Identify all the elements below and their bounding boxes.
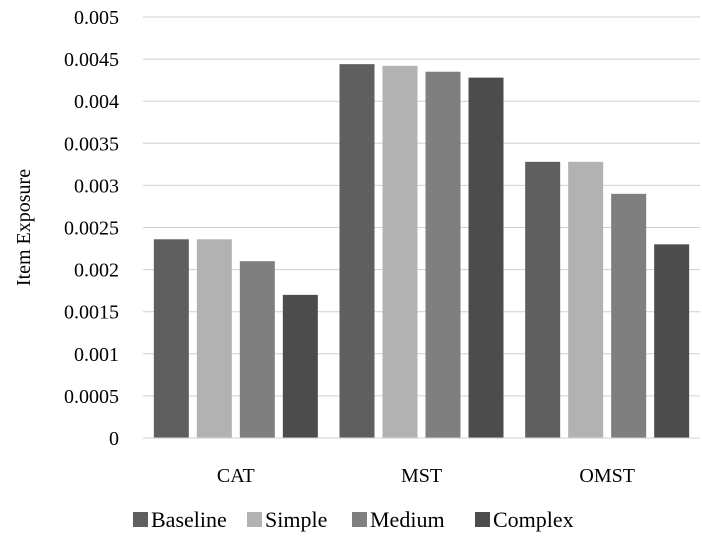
- bar-medium-cat: [239, 261, 275, 438]
- legend-swatch-complex: [475, 512, 490, 527]
- y-axis-label: Item Exposure: [13, 169, 35, 286]
- bar-baseline-omst: [525, 161, 561, 438]
- bar-complex-omst: [654, 244, 690, 438]
- y-tick-label: 0.0045: [64, 49, 119, 71]
- bars: [153, 64, 690, 439]
- bar-medium-mst: [425, 71, 461, 438]
- bar-medium-omst: [611, 193, 647, 438]
- bar-baseline-mst: [339, 64, 375, 438]
- legend-swatch-medium: [352, 512, 367, 527]
- category-label: CAT: [217, 465, 255, 487]
- bar-complex-cat: [282, 294, 318, 438]
- legend-swatch-baseline: [133, 512, 148, 527]
- y-tick-label: 0.003: [74, 175, 119, 197]
- y-tick-labels: 0 0.0005 0.001 0.0015 0.002 0.0025 0.003 0.0035…: [64, 7, 119, 450]
- y-tick-label: 0.005: [74, 7, 119, 29]
- y-tick-label: 0.002: [74, 260, 119, 282]
- category-label: MST: [401, 465, 442, 487]
- legend-label-complex: Complex: [493, 507, 574, 532]
- bar-simple-mst: [382, 65, 418, 438]
- bar-baseline-cat: [153, 239, 189, 438]
- bar-complex-mst: [468, 77, 504, 439]
- legend-label-medium: Medium: [370, 507, 445, 532]
- legend: Baseline Simple Medium Complex: [133, 507, 574, 532]
- category-labels: CAT MST OMST: [217, 465, 635, 487]
- y-tick-label: 0.0005: [64, 386, 119, 408]
- legend-swatch-simple: [247, 512, 262, 527]
- bar-simple-cat: [196, 239, 232, 438]
- bar-simple-omst: [568, 161, 604, 438]
- gridlines: [143, 16, 700, 397]
- y-tick-label: 0.0025: [64, 218, 119, 240]
- y-tick-label: 0.0035: [64, 133, 119, 155]
- y-tick-label: 0.001: [74, 344, 119, 366]
- legend-label-simple: Simple: [265, 507, 327, 532]
- y-tick-label: 0.0015: [64, 302, 119, 324]
- legend-label-baseline: Baseline: [151, 507, 227, 532]
- category-label: OMST: [579, 465, 635, 487]
- y-tick-label: 0.004: [74, 91, 119, 113]
- y-tick-label: 0: [109, 428, 119, 450]
